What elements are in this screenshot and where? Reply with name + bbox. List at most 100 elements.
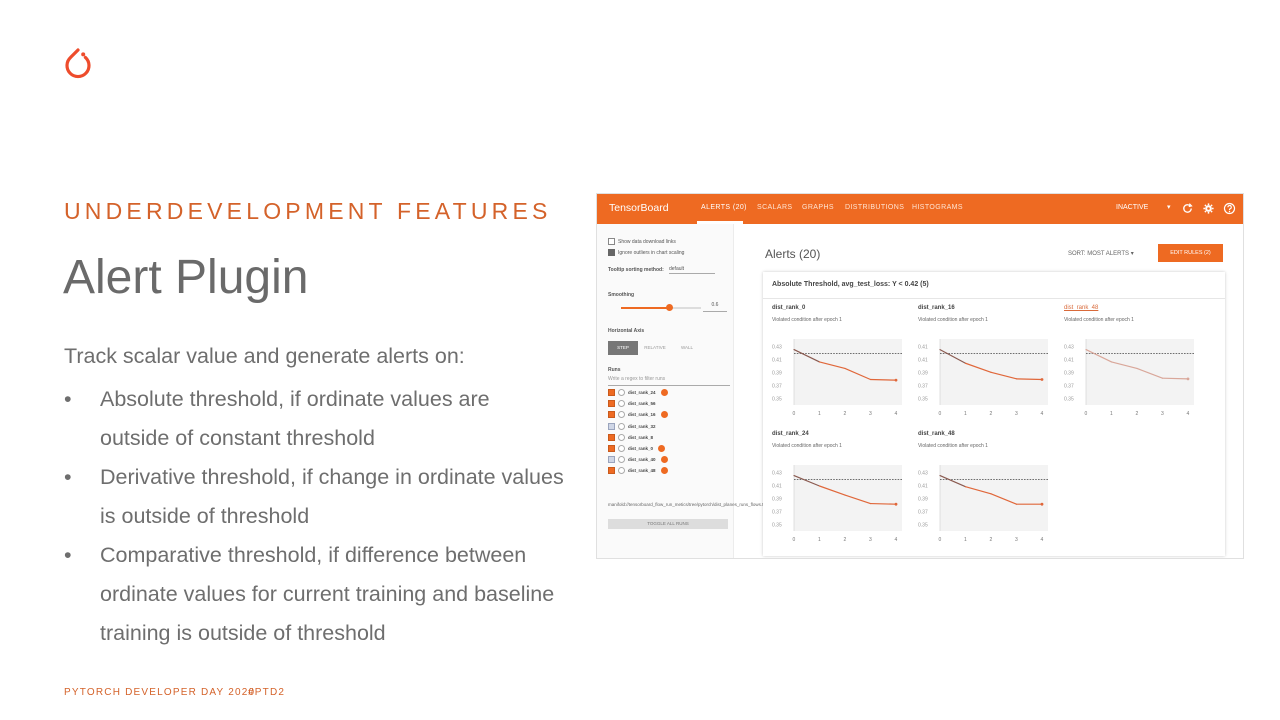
gear-icon[interactable] (1202, 202, 1215, 215)
run-item[interactable]: dist_rank_0 (608, 445, 728, 454)
show-download-label: Show data download links (618, 239, 676, 245)
y-tick-label: 0.37 (918, 510, 928, 516)
x-tick-label: 2 (990, 537, 993, 543)
run-radio[interactable] (618, 411, 625, 419)
series-end-point (894, 502, 898, 506)
alert-rule-card: Absolute Threshold, avg_test_loss: Y < 0… (763, 272, 1225, 556)
run-name: dist_rank_0 (628, 446, 654, 451)
runs-filter-input[interactable]: Write a regex to filter runs (608, 376, 730, 386)
run-checkbox[interactable] (608, 400, 615, 408)
tab-graphs[interactable]: GRAPHS (802, 204, 834, 211)
series-segment (964, 362, 992, 373)
plot-background (794, 339, 902, 405)
axis-step-button[interactable]: STEP (608, 341, 638, 355)
ignore-outliers-checkbox[interactable] (608, 249, 615, 256)
alert-chart: dist_rank_48 Violated condition after epo… (1064, 305, 1198, 417)
series-segment (1085, 349, 1113, 363)
bullet-list: • Absolute threshold, if ordinate values … (64, 380, 564, 653)
chart-run-name[interactable]: dist_rank_48 (1064, 305, 1099, 311)
run-checkbox[interactable] (608, 433, 615, 441)
active-tab-indicator (697, 221, 743, 224)
run-item[interactable]: dist_rank_8 (608, 433, 728, 443)
run-name: dist_rank_56 (628, 401, 656, 407)
intro-text: Track scalar value and generate alerts o… (64, 344, 465, 368)
y-tick-label: 0.41 (918, 345, 928, 351)
warning-icon (660, 411, 668, 419)
run-item[interactable]: dist_rank_40 (608, 456, 728, 465)
axis-wall-button[interactable]: WALL (680, 345, 694, 350)
sort-label: SORT: MOST ALERTS (1068, 251, 1130, 257)
run-item[interactable]: dist_rank_56 (608, 400, 728, 409)
run-item[interactable]: dist_rank_24 (608, 389, 728, 398)
run-radio[interactable] (618, 467, 625, 475)
smoothing-slider-fill (621, 307, 669, 309)
x-tick-label: 2 (844, 411, 847, 417)
show-download-checkbox[interactable] (608, 238, 615, 245)
run-checkbox[interactable] (608, 467, 615, 475)
series-segment (1015, 378, 1043, 381)
tab-alerts[interactable]: ALERTS (20) (701, 204, 747, 211)
alert-chart: dist_rank_24 Violated condition after epo… (772, 431, 906, 543)
ignore-outliers-label: Ignore outliers in chart scaling (618, 250, 685, 256)
run-checkbox[interactable] (608, 456, 615, 464)
help-icon[interactable] (1223, 202, 1236, 215)
run-radio[interactable] (618, 445, 625, 452)
x-tick-label: 4 (895, 537, 898, 543)
refresh-icon[interactable] (1181, 202, 1194, 215)
run-checkbox[interactable] (608, 411, 615, 419)
alert-rule-header[interactable]: Absolute Threshold, avg_test_loss: Y < 0… (763, 272, 1225, 299)
y-tick-label: 0.43 (918, 471, 928, 477)
smoothing-slider-handle[interactable] (665, 304, 673, 311)
sort-select[interactable]: SORT: MOST ALERTS ▾ (1068, 250, 1134, 257)
x-tick-label: 1 (818, 537, 821, 543)
run-item[interactable]: dist_rank_16 (608, 411, 728, 420)
y-tick-label: 0.35 (918, 397, 928, 403)
run-item[interactable]: dist_rank_32 (608, 422, 728, 432)
run-radio[interactable] (618, 422, 625, 430)
run-radio[interactable] (618, 389, 625, 396)
alert-chart-plot: 0.41 0.41 0.39 0.37 0.35 0 1 2 3 4 (918, 339, 1048, 417)
run-checkbox[interactable] (608, 389, 615, 396)
toggle-all-runs-button[interactable]: TOGGLE ALL RUNS (608, 519, 728, 529)
series-segment (844, 367, 872, 381)
pytorch-flame-icon (65, 48, 91, 79)
tab-histograms[interactable]: HISTOGRAMS (912, 204, 963, 211)
run-checkbox[interactable] (608, 422, 615, 430)
plot-background (940, 465, 1048, 531)
axis-relative-button[interactable]: RELATIVE (644, 345, 666, 350)
tab-scalars[interactable]: SCALARS (757, 204, 793, 211)
series-segment (1136, 367, 1164, 379)
series-segment (869, 378, 897, 381)
y-tick-label: 0.41 (772, 358, 782, 364)
smoothing-label: Smoothing (608, 292, 635, 298)
run-item[interactable]: dist_rank_48 (608, 467, 728, 476)
tooltip-sorting-select[interactable]: default (669, 266, 715, 274)
x-tick-label: 0 (1085, 411, 1088, 417)
x-tick-label: 2 (990, 411, 993, 417)
series-segment (818, 485, 846, 496)
run-checkbox[interactable] (608, 445, 615, 452)
tensorboard-screenshot: TensorBoard ALERTS (20) SCALARS GRAPHS D… (596, 193, 1244, 559)
chart-violation-text: Violated condition after epoch 1 (918, 443, 988, 449)
chart-run-name: dist_rank_0 (772, 305, 806, 311)
y-tick-label: 0.37 (1064, 384, 1074, 390)
plugin-select[interactable]: INACTIVE (1116, 204, 1149, 211)
alert-chart: dist_rank_48 Violated condition after epo… (918, 431, 1052, 543)
run-radio[interactable] (618, 433, 625, 441)
x-tick-label: 2 (844, 537, 847, 543)
y-tick-label: 0.35 (918, 523, 928, 529)
alerts-heading: Alerts (20) (765, 247, 821, 261)
alert-chart-plot: 0.43 0.41 0.39 0.37 0.35 0 1 2 3 4 (1064, 339, 1194, 417)
run-name: dist_rank_24 (628, 390, 656, 395)
warning-icon (660, 467, 668, 475)
edit-rules-button[interactable]: EDIT RULES (2) (1158, 244, 1223, 262)
tensorboard-brand: TensorBoard (609, 202, 669, 214)
alert-chart-plot: 0.43 0.41 0.39 0.37 0.35 0 1 2 3 4 (772, 339, 902, 417)
tab-distributions[interactable]: DISTRIBUTIONS (845, 204, 905, 211)
tensorboard-header: TensorBoard ALERTS (20) SCALARS GRAPHS D… (597, 194, 1243, 224)
smoothing-input[interactable]: 0.6 (703, 302, 727, 312)
series-end-point (894, 378, 898, 382)
horizontal-axis-label: Horizontal Axis (608, 328, 645, 334)
run-radio[interactable] (618, 456, 625, 464)
run-radio[interactable] (618, 400, 625, 408)
